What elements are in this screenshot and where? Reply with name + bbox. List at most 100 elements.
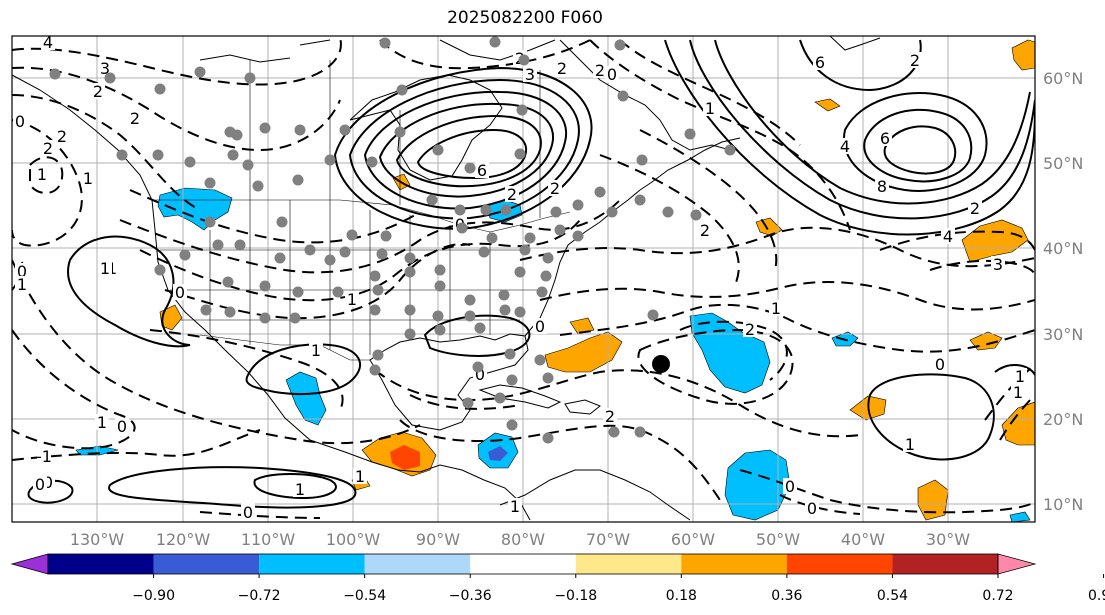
station-dot — [542, 372, 554, 384]
latitude-label: 20°N — [1043, 410, 1083, 429]
contour-label: 1 — [771, 299, 781, 318]
station-dot — [376, 248, 388, 260]
contour-label: -1 — [36, 447, 52, 466]
longitude-label: 40°W — [841, 530, 885, 549]
contour-label-bg — [13, 113, 27, 129]
border-canada-provinces — [249, 60, 541, 218]
colorbar-segment — [575, 554, 682, 574]
contour-dash-14 — [374, 369, 861, 438]
lat-lon-gridlines — [12, 36, 1035, 522]
contour-label-bg — [37, 448, 51, 464]
contour-dash-20 — [637, 328, 794, 405]
contour-label-bg — [593, 62, 607, 78]
station-dot — [500, 204, 512, 216]
station-dot — [432, 144, 444, 156]
contour-label-bg — [908, 52, 922, 68]
station-dot — [396, 84, 408, 96]
station-dot — [369, 270, 381, 282]
station-markers — [49, 36, 736, 444]
colorbar-outline — [47, 553, 999, 575]
contour-dash-17 — [519, 226, 1035, 268]
colorbar-label: 0.36 — [771, 588, 802, 604]
coastline-hispaniola — [564, 399, 601, 415]
colorbar-segment — [892, 554, 998, 574]
contour-solid-atlantic-2 — [689, 39, 1035, 220]
contour-label-bg — [523, 66, 537, 82]
station-dot — [276, 216, 288, 228]
contour-solid-hudson-2 — [348, 78, 580, 220]
contour-dash-16 — [409, 394, 521, 410]
contour-label: 0 — [535, 317, 545, 336]
contour-label: 2 — [595, 61, 605, 80]
coastline-cuba — [478, 384, 562, 409]
contour-label: 2 — [93, 82, 103, 101]
contour-dash-7 — [12, 329, 136, 450]
station-dot — [634, 426, 646, 438]
latitude-label: 60°N — [1043, 69, 1083, 88]
contour-label-bg — [941, 228, 955, 244]
contour-label-bg — [813, 54, 827, 70]
station-dot — [456, 222, 468, 234]
colorbar-extend-min — [10, 553, 49, 575]
contour-label: 1 — [17, 275, 27, 294]
station-dot — [514, 266, 526, 278]
contour-solid-pacific-south — [108, 466, 357, 509]
anomaly-shading — [75, 39, 1035, 522]
longitude-label: 110°W — [241, 530, 296, 549]
contour-label: 1 — [347, 290, 357, 309]
contour-dash-13 — [149, 329, 344, 411]
station-dot — [432, 310, 444, 322]
contour-label: 1 — [295, 480, 305, 499]
station-dot — [339, 246, 351, 258]
contour-label: 2 — [507, 185, 517, 204]
contour-label-bg — [555, 60, 569, 76]
coastline-greenland — [829, 36, 881, 51]
station-dot — [259, 122, 271, 134]
contour-dash-32 — [379, 39, 591, 70]
station-dot — [204, 216, 216, 228]
contour-dash-12 — [129, 189, 416, 244]
contour-label-bg — [903, 436, 917, 452]
station-dot — [244, 72, 256, 84]
colorbar — [10, 553, 1037, 575]
contour-dash-28 — [984, 364, 1035, 421]
contour-label-bg — [15, 276, 29, 292]
contour-label: 1 — [100, 259, 110, 278]
contour-label-bg — [293, 481, 307, 497]
station-dot — [294, 124, 306, 136]
contour-label: 0 — [607, 65, 617, 84]
station-dot — [617, 90, 629, 102]
latitude-label: 50°N — [1043, 154, 1083, 173]
station-dot — [550, 206, 562, 218]
station-dot — [292, 286, 304, 298]
station-dot — [540, 270, 552, 282]
shade-red-mexico-south — [390, 445, 420, 470]
station-dot — [366, 156, 378, 168]
station-dot — [724, 144, 736, 156]
contour-label-bg — [968, 200, 982, 216]
contour-solid-hudson-5 — [395, 114, 542, 188]
station-dot — [404, 328, 416, 340]
contour-dash-23 — [619, 39, 801, 146]
station-dot — [542, 432, 554, 444]
contour-label-bg — [95, 414, 109, 430]
shade-orange-west-africa — [1001, 401, 1035, 446]
colorbar-extend-max — [997, 553, 1037, 575]
contour-label-bg — [933, 356, 947, 372]
latitude-label: 10°N — [1043, 495, 1083, 514]
contour-label: 6 — [815, 53, 825, 72]
colorbar-segment — [786, 554, 893, 574]
contour-label: 2 — [605, 407, 615, 426]
contour-label-bg — [309, 342, 323, 358]
station-dot — [518, 54, 530, 66]
station-dot — [404, 304, 416, 316]
colorbar-segment — [153, 554, 260, 574]
station-dot — [514, 148, 526, 160]
border-us-canada — [155, 199, 571, 233]
colorbar-label: 0.54 — [877, 588, 908, 604]
contour-label: 6 — [880, 129, 890, 148]
contour-label: 0 — [17, 262, 27, 281]
colorbar-label: −0.36 — [449, 588, 492, 604]
contour-label-bg — [783, 478, 797, 494]
contour-label-bg — [1011, 384, 1025, 400]
